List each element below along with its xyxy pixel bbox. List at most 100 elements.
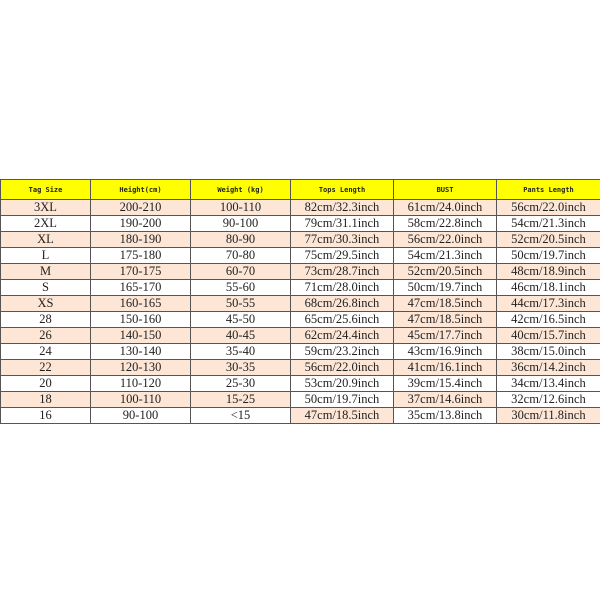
table-row: 2XL 190-200 90-100 79cm/31.1inch 58cm/22.8in… <box>0 215 600 232</box>
cell-tops-length: 79cm/31.1inch <box>290 215 394 232</box>
cell-height: 190-200 <box>90 215 191 232</box>
cell-weight: 100-110 <box>190 199 291 216</box>
cell-bust: 54cm/21.3inch <box>393 247 497 264</box>
cell-tag-size: 16 <box>0 407 91 424</box>
cell-pants-length: 46cm/18.1inch <box>496 279 600 296</box>
cell-pants-length: 32cm/12.6inch <box>496 391 600 408</box>
cell-height: 170-175 <box>90 263 191 280</box>
cell-bust: 45cm/17.7inch <box>393 327 497 344</box>
cell-bust: 52cm/20.5inch <box>393 263 497 280</box>
header-pants-length: Pants Length <box>496 179 600 200</box>
cell-bust: 37cm/14.6inch <box>393 391 497 408</box>
cell-weight: 30-35 <box>190 359 291 376</box>
cell-height: 150-160 <box>90 311 191 328</box>
table-row: 22 120-130 30-35 56cm/22.0inch 41cm/16.1inch… <box>0 359 600 376</box>
cell-pants-length: 38cm/15.0inch <box>496 343 600 360</box>
cell-pants-length: 48cm/18.9inch <box>496 263 600 280</box>
cell-pants-length: 30cm/11.8inch <box>496 407 600 424</box>
header-tops-length: Tops Length <box>290 179 394 200</box>
cell-pants-length: 34cm/13.4inch <box>496 375 600 392</box>
cell-pants-length: 40cm/15.7inch <box>496 327 600 344</box>
cell-bust: 41cm/16.1inch <box>393 359 497 376</box>
cell-tag-size: 18 <box>0 391 91 408</box>
cell-height: 200-210 <box>90 199 191 216</box>
cell-bust: 56cm/22.0inch <box>393 231 497 248</box>
header-tag-size: Tag Size <box>0 179 91 200</box>
cell-height: 90-100 <box>90 407 191 424</box>
cell-bust: 61cm/24.0inch <box>393 199 497 216</box>
cell-bust: 58cm/22.8inch <box>393 215 497 232</box>
cell-weight: 50-55 <box>190 295 291 312</box>
cell-pants-length: 36cm/14.2inch <box>496 359 600 376</box>
cell-bust: 47cm/18.5inch <box>393 295 497 312</box>
table-row: 28 150-160 45-50 65cm/25.6inch 47cm/18.5inch… <box>0 311 600 328</box>
cell-tops-length: 71cm/28.0inch <box>290 279 394 296</box>
cell-pants-length: 56cm/22.0inch <box>496 199 600 216</box>
table-row: XS 160-165 50-55 68cm/26.8inch 47cm/18.5inch… <box>0 295 600 312</box>
cell-tag-size: 24 <box>0 343 91 360</box>
cell-tops-length: 59cm/23.2inch <box>290 343 394 360</box>
table-row: 18 100-110 15-25 50cm/19.7inch 37cm/14.6inch… <box>0 391 600 408</box>
cell-weight: 15-25 <box>190 391 291 408</box>
cell-weight: 40-45 <box>190 327 291 344</box>
cell-tag-size: XL <box>0 231 91 248</box>
cell-tag-size: XS <box>0 295 91 312</box>
cell-bust: 39cm/15.4inch <box>393 375 497 392</box>
cell-height: 130-140 <box>90 343 191 360</box>
cell-tops-length: 65cm/25.6inch <box>290 311 394 328</box>
cell-bust: 50cm/19.7inch <box>393 279 497 296</box>
cell-tag-size: 26 <box>0 327 91 344</box>
cell-pants-length: 54cm/21.3inch <box>496 215 600 232</box>
table-row: 20 110-120 25-30 53cm/20.9inch 39cm/15.4inch… <box>0 375 600 392</box>
cell-height: 160-165 <box>90 295 191 312</box>
header-bust: BUST <box>393 179 497 200</box>
table-row: 16 90-100 <15 47cm/18.5inch 35cm/13.8inch 30c… <box>0 407 600 424</box>
cell-tag-size: S <box>0 279 91 296</box>
cell-weight: 80-90 <box>190 231 291 248</box>
table-row: 24 130-140 35-40 59cm/23.2inch 43cm/16.9inch… <box>0 343 600 360</box>
cell-tag-size: 3XL <box>0 199 91 216</box>
cell-weight: <15 <box>190 407 291 424</box>
table-row: XL 180-190 80-90 77cm/30.3inch 56cm/22.0inch… <box>0 231 600 248</box>
cell-tag-size: 20 <box>0 375 91 392</box>
header-height: Height(cm) <box>90 179 191 200</box>
table-row: M 170-175 60-70 73cm/28.7inch 52cm/20.5inch 4… <box>0 263 600 280</box>
cell-weight: 70-80 <box>190 247 291 264</box>
cell-tops-length: 77cm/30.3inch <box>290 231 394 248</box>
header-weight: Weight (kg) <box>190 179 291 200</box>
cell-tops-length: 50cm/19.7inch <box>290 391 394 408</box>
cell-pants-length: 52cm/20.5inch <box>496 231 600 248</box>
cell-height: 120-130 <box>90 359 191 376</box>
cell-height: 175-180 <box>90 247 191 264</box>
table-row: 26 140-150 40-45 62cm/24.4inch 45cm/17.7inch… <box>0 327 600 344</box>
cell-tag-size: 28 <box>0 311 91 328</box>
cell-height: 180-190 <box>90 231 191 248</box>
table-row: 3XL 200-210 100-110 82cm/32.3inch 61cm/24.0i… <box>0 199 600 216</box>
cell-bust: 43cm/16.9inch <box>393 343 497 360</box>
cell-weight: 25-30 <box>190 375 291 392</box>
table-row: L 175-180 70-80 75cm/29.5inch 54cm/21.3inch 5… <box>0 247 600 264</box>
cell-tops-length: 56cm/22.0inch <box>290 359 394 376</box>
cell-height: 110-120 <box>90 375 191 392</box>
cell-pants-length: 44cm/17.3inch <box>496 295 600 312</box>
cell-height: 100-110 <box>90 391 191 408</box>
cell-pants-length: 50cm/19.7inch <box>496 247 600 264</box>
cell-tag-size: M <box>0 263 91 280</box>
cell-tops-length: 73cm/28.7inch <box>290 263 394 280</box>
cell-weight: 55-60 <box>190 279 291 296</box>
cell-tops-length: 53cm/20.9inch <box>290 375 394 392</box>
cell-tag-size: L <box>0 247 91 264</box>
cell-pants-length: 42cm/16.5inch <box>496 311 600 328</box>
cell-tops-length: 62cm/24.4inch <box>290 327 394 344</box>
cell-tops-length: 75cm/29.5inch <box>290 247 394 264</box>
cell-bust: 47cm/18.5inch <box>393 311 497 328</box>
cell-tops-length: 68cm/26.8inch <box>290 295 394 312</box>
cell-tag-size: 22 <box>0 359 91 376</box>
cell-height: 165-170 <box>90 279 191 296</box>
header-row: Tag Size Height(cm) Weight (kg) Tops Length… <box>0 179 600 200</box>
cell-weight: 45-50 <box>190 311 291 328</box>
cell-bust: 35cm/13.8inch <box>393 407 497 424</box>
size-chart-table: Tag Size Height(cm) Weight (kg) Tops Length… <box>0 179 600 424</box>
cell-tops-length: 82cm/32.3inch <box>290 199 394 216</box>
cell-weight: 35-40 <box>190 343 291 360</box>
